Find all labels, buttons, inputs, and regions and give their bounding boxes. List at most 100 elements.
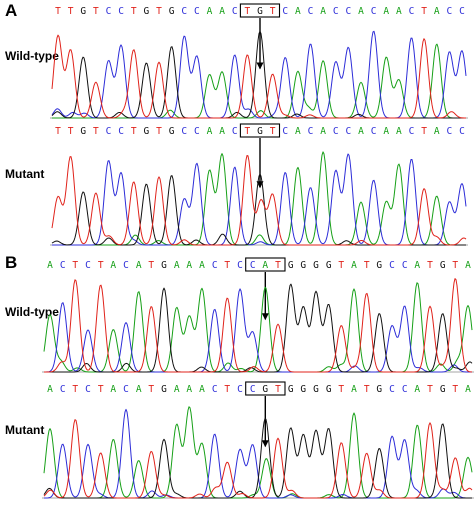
base-call: C (212, 260, 218, 271)
base-call: G (161, 384, 167, 395)
base-call: A (207, 6, 213, 17)
base-call: T (421, 126, 427, 137)
base-call: C (181, 126, 187, 137)
base-call: C (232, 126, 238, 137)
base-call: C (60, 384, 66, 395)
base-call: T (72, 260, 78, 271)
trace-a (43, 282, 473, 373)
base-call: T (275, 260, 281, 271)
mutant-label-a: Mutant (5, 167, 44, 181)
trace-a (52, 43, 466, 119)
trace-t (44, 278, 473, 373)
base-call: C (459, 126, 465, 137)
base-call: T (98, 384, 104, 395)
base-call: G (144, 126, 150, 137)
base-call: T (68, 6, 74, 17)
base-call: T (55, 126, 61, 137)
base-call: A (186, 384, 192, 395)
wild-type-chromatogram-b (42, 278, 474, 373)
base-call: T (270, 126, 276, 137)
base-call: C (371, 6, 377, 17)
base-call: A (414, 384, 420, 395)
mutant-label-b: Mutant (5, 423, 44, 437)
base-call: C (409, 126, 415, 137)
base-call: C (389, 384, 395, 395)
mutation-arrow-mutant-b (261, 396, 269, 448)
trace-g (43, 418, 472, 499)
base-call: T (55, 6, 61, 17)
base-call: G (161, 260, 167, 271)
base-call: C (389, 260, 395, 271)
codon-box (245, 381, 286, 396)
base-call: C (85, 384, 91, 395)
base-call: A (465, 384, 471, 395)
base-call: G (288, 384, 294, 395)
base-call: A (396, 126, 402, 137)
base-call: G (440, 260, 446, 271)
base-call: T (131, 126, 137, 137)
arrow-head (256, 62, 264, 70)
base-call: T (338, 384, 344, 395)
base-call: C (250, 384, 256, 395)
base-call: C (123, 260, 129, 271)
base-call: C (282, 126, 288, 137)
base-call: A (199, 384, 205, 395)
mutation-arrow-mutant-a (256, 138, 264, 189)
base-call: A (262, 260, 268, 271)
base-call: A (219, 6, 225, 17)
base-call: C (346, 126, 352, 137)
base-call: G (288, 260, 294, 271)
base-call: A (358, 126, 364, 137)
base-call: T (364, 260, 370, 271)
base-call: T (98, 260, 104, 271)
arrow-head (261, 313, 269, 321)
base-call: C (106, 126, 112, 137)
base-call: A (47, 384, 53, 395)
base-call: T (93, 126, 99, 137)
base-call: C (282, 6, 288, 17)
base-call: C (237, 260, 243, 271)
panel-letter-a: A (5, 1, 17, 20)
base-call: A (47, 260, 53, 271)
arrow-head (261, 440, 269, 448)
base-call: A (136, 260, 142, 271)
trace-c (44, 408, 472, 499)
base-call: A (383, 126, 389, 137)
base-call: G (169, 126, 175, 137)
base-call: T (427, 260, 433, 271)
wild-type-label-b: Wild-type (5, 305, 59, 319)
wild-type-label-a: Wild-type (5, 49, 59, 63)
base-call: C (212, 384, 218, 395)
base-call: A (199, 260, 205, 271)
base-call: T (338, 260, 344, 271)
base-call: T (270, 6, 276, 17)
base-call: C (60, 260, 66, 271)
base-call: C (106, 6, 112, 17)
codon-box (239, 3, 281, 18)
base-call: T (245, 6, 251, 17)
codon-box-mutant-a (239, 123, 281, 138)
base-call: G (326, 384, 332, 395)
base-call: A (351, 384, 357, 395)
base-call: C (409, 6, 415, 17)
base-call: C (85, 260, 91, 271)
base-call: A (320, 6, 326, 17)
base-call: G (257, 126, 263, 137)
base-call: T (148, 384, 154, 395)
base-call: G (440, 384, 446, 395)
base-call: A (465, 260, 471, 271)
base-call: A (358, 6, 364, 17)
base-call: T (156, 6, 162, 17)
base-call: G (80, 126, 86, 137)
base-call: A (219, 126, 225, 137)
base-call: T (148, 260, 154, 271)
trace-c (52, 153, 467, 246)
base-call: T (275, 384, 281, 395)
base-call: A (295, 126, 301, 137)
base-call: G (376, 260, 382, 271)
trace-g (44, 283, 473, 373)
base-call: A (434, 126, 440, 137)
